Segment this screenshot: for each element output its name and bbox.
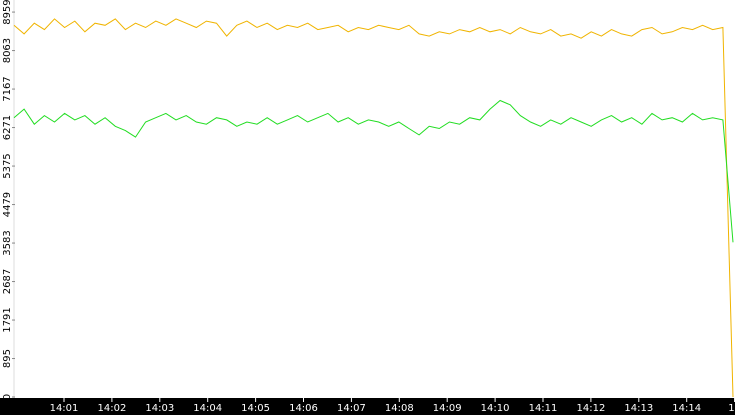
- x-axis-band: [0, 398, 735, 415]
- y-tick-label: 0: [2, 394, 13, 400]
- x-tick-label: 14:12: [576, 403, 605, 414]
- y-tick-label: 2687: [2, 269, 13, 294]
- series-line: [13, 18, 734, 398]
- x-tick-label: 14:14: [672, 403, 701, 414]
- x-tick-label: 14:01: [50, 403, 79, 414]
- x-tick-label: 14:04: [193, 403, 222, 414]
- y-tick-label: 7167: [2, 76, 13, 101]
- y-tick-label: 895: [2, 349, 13, 368]
- x-tick-label: 14:13: [624, 403, 653, 414]
- x-tick-label: 14:06: [289, 403, 318, 414]
- y-tick-label: 8959: [2, 0, 13, 25]
- y-tick-label: 6271: [2, 115, 13, 140]
- x-tick-label: 14:10: [481, 403, 510, 414]
- series-line: [13, 99, 734, 243]
- y-tick-label: 4479: [2, 192, 13, 217]
- x-tick-label: 14:08: [385, 403, 414, 414]
- x-tick-label: 14:11: [529, 403, 558, 414]
- x-tick-label: 14:07: [337, 403, 366, 414]
- x-tick-label: 14:05: [241, 403, 270, 414]
- y-tick-label: 3583: [2, 230, 13, 255]
- y-tick-label: 5375: [2, 153, 13, 178]
- x-tick-label: 14:03: [145, 403, 174, 414]
- y-tick-label: 8063: [2, 38, 13, 63]
- x-tick-label: 14:02: [97, 403, 126, 414]
- x-tick-label: 14:09: [433, 403, 462, 414]
- y-tick-label: 1791: [2, 307, 13, 332]
- x-tick-label: 14: [728, 403, 735, 414]
